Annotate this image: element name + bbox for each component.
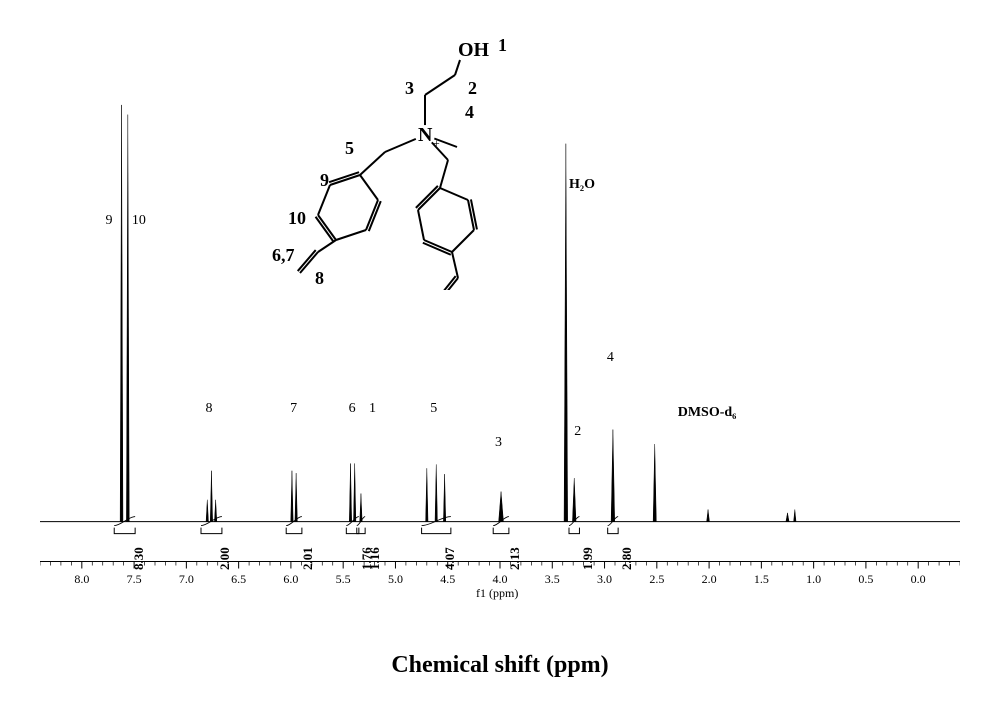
- molecule-atom-label: 1: [498, 35, 507, 56]
- x-tick-label: 1.5: [746, 572, 776, 587]
- x-tick-label: 0.0: [903, 572, 933, 587]
- peak-label: 5: [430, 401, 437, 417]
- svg-text:+: +: [433, 136, 440, 150]
- peak-label: 1: [369, 401, 376, 417]
- integral-value: 2.00: [217, 547, 233, 570]
- x-tick-label: 1.0: [799, 572, 829, 587]
- molecule-atom-label: 5: [345, 138, 354, 159]
- x-tick-label: 7.5: [119, 572, 149, 587]
- x-tick-label: 4.0: [485, 572, 515, 587]
- svg-text:N: N: [418, 124, 433, 146]
- integral-value: 1.99: [580, 547, 596, 570]
- peak-label: 7: [290, 401, 297, 417]
- x-tick-label: 7.0: [171, 572, 201, 587]
- molecule-atom-label: 6,7: [272, 245, 295, 266]
- molecule-atom-label: 2: [468, 78, 477, 99]
- peak-label: 6: [349, 401, 356, 417]
- nmr-spectrum-plot: [40, 20, 960, 590]
- figure-root: N+OH123459106,78 Chemical shift (ppm) 8.…: [0, 0, 1000, 701]
- molecule-structure: N+OH123459106,78: [210, 30, 500, 290]
- h2o-label: H₂O: [569, 177, 595, 193]
- x-tick-label: 3.5: [537, 572, 567, 587]
- integral-value: 2.01: [300, 547, 316, 570]
- molecule-atom-label: 4: [465, 102, 474, 123]
- x-tick-label: 3.0: [590, 572, 620, 587]
- x-tick-label: 5.0: [380, 572, 410, 587]
- integral-value: 2.13: [507, 547, 523, 570]
- x-tick-label: 0.5: [851, 572, 881, 587]
- integral-value: 4.07: [442, 547, 458, 570]
- peak-label: 2: [574, 424, 581, 440]
- molecule-atom-label: 8: [315, 268, 324, 289]
- x-axis-title: Chemical shift (ppm): [0, 652, 1000, 679]
- peak-label: 8: [205, 401, 212, 417]
- peak-label: 3: [495, 435, 502, 451]
- x-tick-label: 4.5: [433, 572, 463, 587]
- x-tick-label: 5.5: [328, 572, 358, 587]
- molecule-atom-label: 9: [320, 170, 329, 191]
- x-tick-label: 2.5: [642, 572, 672, 587]
- peak-label: 4: [607, 350, 614, 366]
- x-tick-label: 8.0: [67, 572, 97, 587]
- inner-axis-label: f1 (ppm): [476, 586, 518, 601]
- x-tick-label: 6.0: [276, 572, 306, 587]
- x-tick-label: 6.5: [224, 572, 254, 587]
- molecule-atom-label: 3: [405, 78, 414, 99]
- molecule-atom-label: 10: [288, 208, 306, 229]
- peak-label: 10: [132, 213, 146, 229]
- peak-label: 9: [106, 213, 113, 229]
- integral-value: 8.30: [131, 547, 147, 570]
- dmso-label: DMSO-d₆: [678, 405, 737, 421]
- x-tick-label: 2.0: [694, 572, 724, 587]
- integral-value: 1.16: [367, 547, 383, 570]
- integral-value: 2.80: [619, 547, 635, 570]
- svg-text:OH: OH: [458, 39, 490, 61]
